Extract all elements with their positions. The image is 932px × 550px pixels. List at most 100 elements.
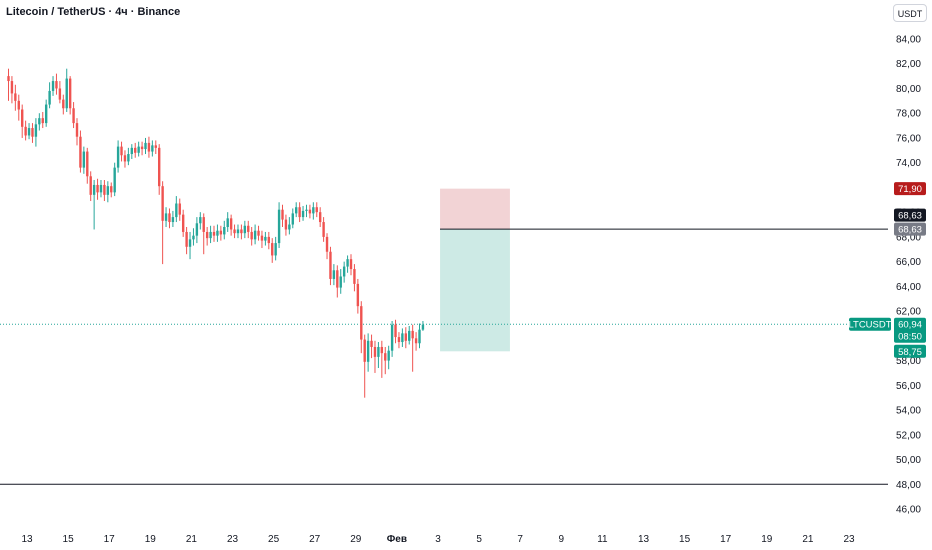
candle[interactable] bbox=[116, 140, 120, 173]
candle[interactable] bbox=[103, 180, 106, 202]
candle[interactable] bbox=[267, 231, 271, 250]
candle[interactable] bbox=[247, 220, 250, 239]
candle[interactable] bbox=[130, 144, 134, 159]
candle[interactable] bbox=[384, 346, 387, 375]
stop-loss-zone[interactable] bbox=[440, 188, 510, 230]
candle[interactable] bbox=[401, 328, 404, 347]
candle[interactable] bbox=[161, 181, 164, 265]
candle[interactable] bbox=[17, 94, 20, 121]
candle[interactable] bbox=[336, 265, 339, 298]
candle[interactable] bbox=[202, 213, 205, 255]
candle[interactable] bbox=[390, 321, 394, 357]
candle[interactable] bbox=[274, 236, 277, 261]
candle[interactable] bbox=[240, 224, 243, 240]
candle[interactable] bbox=[38, 113, 41, 131]
candle[interactable] bbox=[55, 73, 58, 95]
candle[interactable] bbox=[404, 327, 408, 349]
candle[interactable] bbox=[181, 209, 185, 237]
candle[interactable] bbox=[75, 118, 79, 146]
candle[interactable] bbox=[92, 180, 96, 230]
candle[interactable] bbox=[418, 323, 421, 349]
candle[interactable] bbox=[178, 198, 181, 221]
candle[interactable] bbox=[229, 214, 233, 236]
candle[interactable] bbox=[260, 230, 264, 249]
candle[interactable] bbox=[99, 180, 103, 198]
candle[interactable] bbox=[216, 224, 219, 242]
candle[interactable] bbox=[137, 141, 140, 157]
candle[interactable] bbox=[397, 332, 401, 349]
candle[interactable] bbox=[264, 231, 267, 246]
candle[interactable] bbox=[288, 217, 291, 235]
candle[interactable] bbox=[305, 204, 308, 218]
candle[interactable] bbox=[301, 205, 305, 221]
candle[interactable] bbox=[185, 227, 188, 255]
candle[interactable] bbox=[72, 102, 75, 129]
candle[interactable] bbox=[233, 224, 236, 239]
candle[interactable] bbox=[144, 137, 147, 155]
candle[interactable] bbox=[295, 202, 298, 218]
candle[interactable] bbox=[134, 142, 137, 158]
candle[interactable] bbox=[24, 120, 27, 141]
candle[interactable] bbox=[199, 212, 202, 230]
candle[interactable] bbox=[380, 340, 384, 378]
candle[interactable] bbox=[151, 140, 154, 157]
candle[interactable] bbox=[205, 227, 209, 246]
candle[interactable] bbox=[14, 84, 17, 111]
candle[interactable] bbox=[140, 141, 144, 156]
candle[interactable] bbox=[414, 332, 418, 351]
candle[interactable] bbox=[168, 208, 171, 229]
candle[interactable] bbox=[10, 76, 14, 104]
candle[interactable] bbox=[394, 319, 397, 344]
candle[interactable] bbox=[223, 220, 226, 240]
candle[interactable] bbox=[79, 130, 82, 173]
candle[interactable] bbox=[48, 82, 51, 109]
candle[interactable] bbox=[243, 220, 247, 239]
candle[interactable] bbox=[164, 207, 168, 227]
candle[interactable] bbox=[175, 196, 178, 223]
candle[interactable] bbox=[253, 224, 257, 245]
candle[interactable] bbox=[31, 123, 34, 143]
horizontal-levels[interactable] bbox=[0, 228, 888, 485]
candle[interactable] bbox=[68, 76, 72, 115]
take-profit-zone[interactable] bbox=[440, 229, 510, 352]
candle[interactable] bbox=[89, 171, 92, 202]
candle[interactable] bbox=[377, 342, 380, 368]
candle[interactable] bbox=[226, 212, 229, 232]
candle[interactable] bbox=[120, 141, 123, 162]
candle[interactable] bbox=[21, 104, 24, 138]
candle[interactable] bbox=[41, 111, 44, 129]
currency-button[interactable]: USDT bbox=[893, 4, 927, 22]
candle[interactable] bbox=[284, 214, 288, 236]
candle[interactable] bbox=[346, 255, 349, 273]
candle[interactable] bbox=[86, 147, 89, 184]
candle[interactable] bbox=[373, 340, 377, 373]
candle[interactable] bbox=[113, 162, 116, 197]
candle[interactable] bbox=[154, 140, 157, 155]
candle[interactable] bbox=[257, 225, 260, 241]
candle[interactable] bbox=[188, 231, 192, 260]
price-axis[interactable]: 84,0082,0080,0078,0076,0074,0072,0070,00… bbox=[896, 35, 921, 516]
candle[interactable] bbox=[209, 225, 212, 244]
candle[interactable] bbox=[195, 217, 199, 244]
candle[interactable] bbox=[411, 324, 414, 372]
candle[interactable] bbox=[7, 68, 10, 101]
candle[interactable] bbox=[27, 123, 31, 140]
candle[interactable] bbox=[158, 144, 161, 195]
position-zones[interactable] bbox=[440, 188, 510, 352]
candle[interactable] bbox=[312, 202, 315, 220]
candle[interactable] bbox=[322, 217, 325, 242]
candle[interactable] bbox=[212, 225, 216, 242]
candle[interactable] bbox=[318, 207, 322, 227]
candle[interactable] bbox=[44, 99, 48, 127]
candle[interactable] bbox=[360, 301, 363, 354]
candle[interactable] bbox=[51, 76, 55, 96]
candle[interactable] bbox=[127, 147, 130, 166]
candles-layer[interactable] bbox=[7, 68, 425, 398]
candle[interactable] bbox=[356, 278, 360, 314]
candle[interactable] bbox=[123, 150, 127, 168]
candle[interactable] bbox=[250, 227, 253, 246]
candle[interactable] bbox=[96, 178, 99, 200]
candle[interactable] bbox=[147, 136, 151, 158]
